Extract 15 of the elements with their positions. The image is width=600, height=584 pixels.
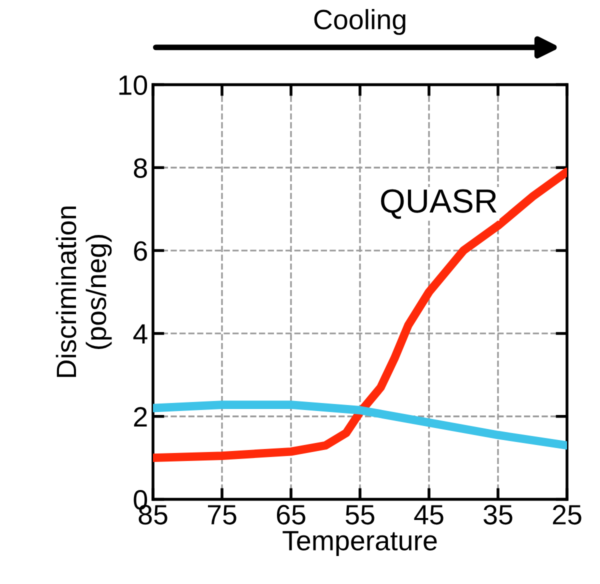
y-tick-label: 10 — [119, 75, 148, 96]
x-tick-label: 65 — [276, 504, 306, 525]
x-tick-label: 25 — [552, 504, 582, 525]
x-tick-label: 35 — [484, 504, 512, 525]
series-label: QUASR — [381, 189, 496, 219]
y-tick-label: 2 — [134, 407, 147, 426]
x-tick-label: 75 — [208, 505, 236, 525]
y-axis-title: Discrimination (pos/neg) — [56, 206, 112, 377]
y-tick-label: 8 — [134, 158, 147, 178]
x-tick-label: 55 — [346, 505, 374, 525]
text: Cooling — [314, 9, 406, 35]
x-tick-label: 45 — [414, 505, 444, 525]
y-tick-label: 6 — [134, 241, 147, 261]
y-tick-label: 4 — [133, 324, 148, 344]
x-axis-title: Temperature — [282, 531, 437, 556]
